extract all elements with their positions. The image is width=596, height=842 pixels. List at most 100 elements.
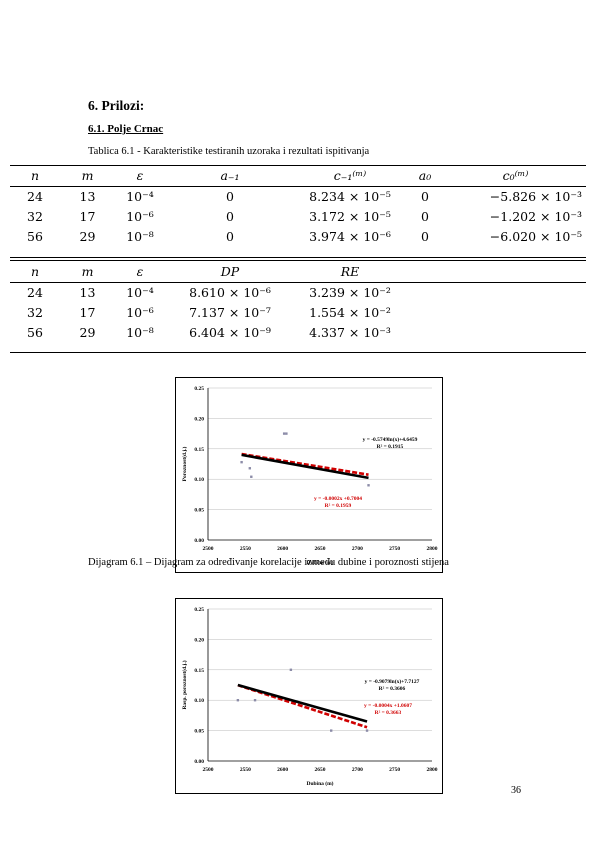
section-subheading: 6.1. Polje Crnac [88,123,164,135]
table-cell: 56 [27,228,43,244]
trendline [237,683,368,723]
trendline-r-squared: R² = 0.3663 [375,710,402,716]
trendline-r-squared: R² = 0.1959 [325,503,352,509]
trendline-equation: y = -0.0002x +0.7004 [314,496,362,502]
table-header-cell: ε [136,168,144,184]
data-point [289,668,293,671]
x-tick-label: 2550 [240,546,251,552]
table-cell: 17 [79,208,96,224]
porosity-depth-chart: 0.00 0.05 0.10 0.15 0.20 0.25 2500 2550 2600 2650… [175,377,443,573]
table-cell: 4.337 × 10⁻³ [309,324,391,340]
trendline-r-squared: R² = 0.3606 [379,686,406,692]
x-tick-label: 2650 [315,546,326,552]
x-axis-label: Dubina (m) [306,780,333,787]
table-cell: 6.404 × 10⁻⁹ [189,324,271,340]
table-cell: 10⁻⁶ [126,304,154,320]
table-cell: 13 [79,188,96,204]
trendline-equation: y = -0.5749ln(x)+4.6459 [363,436,418,443]
y-tick-label: 0.00 [194,538,204,544]
table-row: 56 29 10⁻⁸ 6.404 × 10⁻⁹ 4.337 × 10⁻³ [10,322,586,342]
x-tick-label: 2750 [389,546,400,552]
table-header-cell: ε [136,264,144,280]
table-cell: 0 [421,208,429,224]
x-tick-label: 2650 [315,767,326,773]
x-tick-label: 2700 [352,767,363,773]
table-cell: 29 [79,228,96,244]
y-axis-label: Poroznost(d.j.) [181,446,188,481]
table-cell: 10⁻⁶ [126,208,154,224]
y-tick-label: 0.15 [194,668,204,674]
table-header-cell: m [81,264,94,280]
table1-top-rule [10,165,586,166]
data-point [285,432,288,435]
trendline [241,453,369,480]
data-point [282,432,286,435]
x-axis-label: Dubina (m) [306,559,333,566]
table-cell: 0 [421,228,429,244]
y-tick-label: 0.00 [194,759,204,765]
y-tick-label: 0.25 [194,607,204,613]
table-cell: 17 [79,304,96,320]
page-number: 36 [511,785,521,796]
y-tick-label: 0.20 [194,637,204,643]
table-cell: 3.239 × 10⁻² [309,284,391,300]
data-point [253,699,257,702]
table-cell: 13 [79,284,96,300]
y-tick-label: 0.05 [194,729,204,735]
x-tick-label: 2600 [277,767,288,773]
figure-caption: Dijagram 6.1 – Dijagram za određivanje k… [88,557,449,568]
y-tick-label: 0.25 [194,386,204,392]
table-header-cell: DP [220,264,240,280]
y-tick-label: 0.10 [194,477,204,483]
table-header-cell: n [30,168,40,184]
data-point [367,484,370,487]
trendline-equation: y = -0.0004x +1.0607 [364,703,412,709]
x-tick-label: 2500 [203,767,214,773]
table-header-cell: RE [340,264,360,280]
table-cell: −5.826 × 10⁻³ [489,188,582,204]
table-row: 24 13 10⁻⁴ 8.610 × 10⁻⁶ 3.239 × 10⁻² [10,282,586,302]
table-cell: 0 [226,188,234,204]
chart-svg: 0.00 0.05 0.10 0.15 0.20 0.25 2500 2550 2600 2650… [181,386,438,566]
table-header-cell: c₋₁⁽ᵐ⁾ [333,168,367,184]
table-cell: −6.020 × 10⁻⁵ [489,228,582,244]
table-cell: 56 [27,324,43,340]
x-tick-label: 2800 [427,767,438,773]
table-cell: 8.234 × 10⁻⁵ [309,188,391,204]
table-header-cell: m [81,168,94,184]
x-tick-label: 2750 [389,767,400,773]
table-cell: −1.202 × 10⁻³ [489,208,582,224]
table-row: 32 17 10⁻⁶ 0 3.172 × 10⁻⁵ 0 −1.202 × 10⁻… [10,206,586,226]
table-header-row: n m ε a₋₁ c₋₁⁽ᵐ⁾ a₀ c₀⁽ᵐ⁾ [10,166,586,186]
section-heading: 6. Prilozi: [88,98,145,113]
table-cell: 10⁻⁸ [126,324,154,340]
trendline-r-squared: R² = 0.1915 [377,444,404,450]
y-tick-label: 0.10 [194,698,204,704]
data-point [248,467,252,470]
table-cell: 29 [79,324,96,340]
table-cell: 10⁻⁸ [126,228,154,244]
table-cell: 32 [27,208,43,224]
y-tick-label: 0.20 [194,416,204,422]
data-point [330,729,333,732]
chart-svg: 0.00 0.05 0.10 0.15 0.20 0.25 2500 2550 2600 2650… [181,607,438,787]
x-tick-label: 2800 [427,546,438,552]
table-cell: 1.554 × 10⁻² [309,304,391,320]
table-cell: 32 [27,304,43,320]
data-point [236,699,240,702]
table-cell: 0 [226,208,234,224]
table-header-row: n m ε DP RE [10,262,586,282]
table-row: 56 29 10⁻⁸ 0 3.974 × 10⁻⁶ 0 −6.020 × 10⁻… [10,226,586,246]
table-bottom-rule [10,352,586,353]
trendline-equation: y = -0.9079ln(x)+7.7127 [365,678,420,685]
y-axis-label: Rasp. poroznost(d.j.) [181,660,188,709]
porosity-distribution-chart: 0.00 0.05 0.10 0.15 0.20 0.25 2500 2550 2600 2650… [175,598,443,794]
table-row: 24 13 10⁻⁴ 0 8.234 × 10⁻⁵ 0 −5.826 × 10⁻… [10,186,586,206]
table-cell: 0 [421,188,429,204]
table-double-rule [10,257,586,258]
table-double-rule [10,260,586,261]
y-tick-label: 0.05 [194,508,204,514]
table-cell: 8.610 × 10⁻⁶ [189,284,271,300]
table-cell: 3.974 × 10⁻⁶ [309,228,391,244]
data-point [250,475,253,478]
